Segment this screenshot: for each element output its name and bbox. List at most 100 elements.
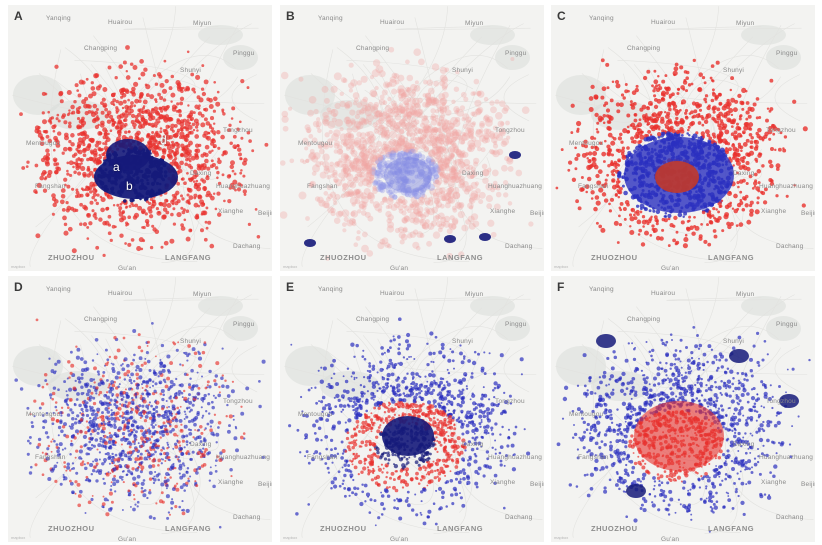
heat-cell — [418, 168, 425, 176]
heat-cell — [345, 116, 350, 122]
heat-cell — [405, 107, 411, 114]
heat-cell — [419, 184, 428, 193]
heat-cell — [449, 132, 455, 138]
heat-cell — [60, 193, 66, 199]
heat-cell — [108, 455, 112, 459]
heat-cell — [396, 152, 403, 159]
heat-cell — [196, 129, 199, 132]
map-panel-b[interactable]: B mapbox ZHUOZHOU LANGFANG Huanghuazhuang X… — [280, 5, 544, 271]
heat-cell — [610, 140, 616, 146]
place-label-yanqing: Yanqing — [318, 15, 343, 22]
heat-cell — [449, 167, 457, 176]
map-panel-a[interactable]: A mapbox ZHUOZHOU LANGFANG Huanghuazhuang X… — [8, 5, 272, 271]
heat-cell — [125, 205, 129, 208]
heat-cell — [418, 158, 426, 166]
heat-cell — [342, 142, 348, 147]
heat-cell — [134, 484, 138, 488]
heat-cell — [51, 397, 54, 401]
map-watermark: mapbox — [11, 264, 26, 269]
heat-cell — [195, 471, 199, 475]
heat-cell — [393, 105, 399, 111]
heat-cell — [444, 67, 450, 73]
heat-cell — [52, 202, 57, 208]
heat-cell — [151, 130, 155, 135]
heat-cell — [739, 145, 744, 150]
heat-cell — [458, 175, 465, 183]
heat-cell — [436, 103, 442, 109]
heat-cell — [332, 200, 338, 206]
heat-cell — [629, 103, 633, 107]
heat-cell — [226, 403, 229, 407]
heat-cell — [243, 437, 246, 440]
heat-cell — [327, 165, 335, 173]
heat-cell — [199, 199, 205, 205]
heat-cell — [92, 401, 97, 406]
heat-cell — [333, 178, 338, 183]
heat-cell — [102, 220, 107, 226]
heat-cell — [644, 134, 648, 138]
heat-cell — [165, 451, 170, 456]
place-label-daxing: Daxing — [462, 170, 484, 177]
heat-cell — [783, 135, 788, 139]
map-panel-d[interactable]: D mapbox ZHUOZHOU LANGFANG Huanghuazhuang X… — [8, 276, 272, 542]
heat-cell — [344, 138, 351, 145]
heat-cell — [68, 160, 74, 166]
heat-cell — [441, 193, 450, 202]
heat-cell — [361, 231, 368, 238]
heat-cell — [103, 424, 106, 427]
heat-cell — [409, 137, 415, 142]
heat-cell — [129, 505, 132, 508]
heat-cell — [404, 86, 410, 92]
heat-cell — [160, 491, 164, 495]
heat-cell — [371, 69, 380, 78]
heat-cell — [446, 252, 453, 260]
heat-cell — [406, 103, 414, 110]
heat-cell — [376, 172, 384, 179]
heat-cell — [636, 219, 642, 225]
heat-cell — [444, 105, 450, 110]
heat-cell — [397, 188, 403, 194]
heat-cell — [737, 185, 740, 189]
heat-cell — [423, 211, 430, 218]
heat-cell — [656, 132, 662, 137]
heat-cell — [726, 142, 731, 146]
heat-cell — [369, 89, 377, 97]
heat-cell — [462, 151, 469, 158]
heat-cell — [372, 103, 379, 111]
heat-cell — [401, 187, 407, 193]
heat-cell — [409, 91, 416, 98]
heat-cell — [69, 425, 74, 430]
heat-cell — [423, 128, 430, 134]
heat-cell — [78, 489, 83, 494]
heat-cell — [422, 132, 428, 138]
heat-cell — [360, 75, 368, 83]
heat-cell — [387, 221, 395, 229]
heat-cell — [146, 344, 149, 347]
heat-cell — [183, 464, 186, 467]
heat-cell — [74, 417, 78, 421]
heat-cell — [703, 239, 708, 244]
heat-cell — [359, 175, 367, 183]
heat-cell — [741, 101, 745, 105]
heat-cell — [308, 151, 317, 160]
heat-cell — [358, 151, 366, 159]
heat-cell — [475, 129, 484, 138]
heat-cell — [140, 247, 144, 251]
heat-cell — [330, 207, 336, 214]
heat-cell — [672, 238, 677, 243]
heat-cell — [54, 479, 58, 484]
heat-cell — [448, 122, 456, 129]
heat-cell — [640, 130, 644, 134]
heat-cell — [426, 240, 433, 247]
heat-cell — [368, 169, 376, 177]
heat-cell — [470, 111, 476, 117]
heat-cell — [343, 132, 352, 141]
heat-cell — [367, 176, 375, 184]
heat-cell — [213, 80, 217, 84]
heat-cell — [159, 127, 163, 130]
heat-cell — [739, 190, 743, 194]
heat-cell — [82, 153, 87, 158]
heat-cell — [667, 213, 672, 218]
map-panel-c[interactable]: C mapbox ZHUOZHOU LANGFANG Huanghuazhuang X… — [551, 5, 815, 271]
heat-cell — [334, 160, 341, 167]
